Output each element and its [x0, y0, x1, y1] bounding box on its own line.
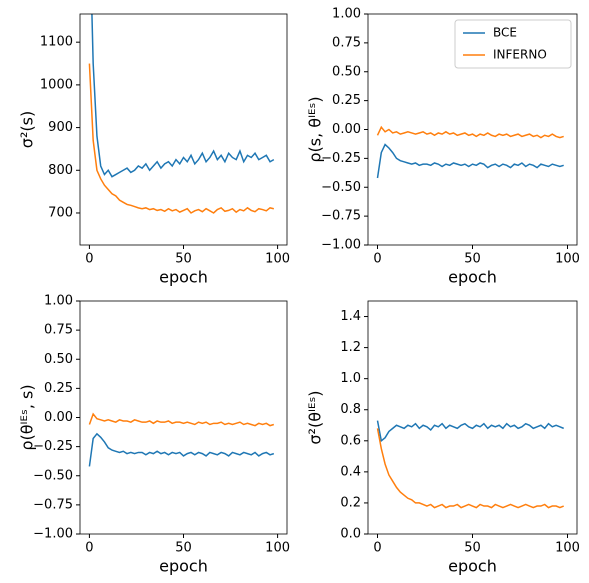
- y-tick-label: 1.00: [44, 294, 73, 309]
- y-axis-label: σ²(s): [18, 111, 37, 148]
- y-tick-label: 0.2: [340, 495, 361, 510]
- legend-label: BCE: [493, 26, 517, 40]
- y-axis-label: σ²(θᴵᴱˢ): [306, 390, 325, 444]
- series-line: [91, 14, 275, 178]
- x-axis-label: epoch: [159, 268, 208, 287]
- x-tick-label: 100: [265, 252, 290, 267]
- y-tick-label: −1.00: [33, 527, 73, 542]
- x-tick-label: 0: [85, 541, 93, 556]
- x-tick-label: 50: [464, 252, 481, 267]
- y-tick-label: 1.4: [340, 309, 361, 324]
- y-tick-label: 1.0: [340, 371, 361, 386]
- y-tick-label: 0.25: [44, 381, 73, 396]
- y-tick-label: 0.50: [44, 352, 73, 367]
- x-tick-label: 100: [555, 541, 580, 556]
- x-tick-label: 100: [555, 252, 580, 267]
- y-tick-label: 0.75: [44, 323, 73, 338]
- y-tick-label: 0.4: [340, 464, 361, 479]
- series-line: [88, 412, 275, 427]
- x-axis-label: epoch: [448, 268, 497, 287]
- y-tick-label: 0.50: [332, 64, 361, 79]
- x-axis-label: epoch: [448, 557, 497, 576]
- series-line: [88, 432, 275, 467]
- series-line: [376, 143, 564, 179]
- y-tick-label: 0.75: [332, 35, 361, 50]
- y-tick-label: −1.00: [321, 238, 361, 253]
- y-tick-label: 0.00: [44, 410, 73, 425]
- x-tick-label: 50: [175, 541, 192, 556]
- series-line: [376, 428, 564, 509]
- y-tick-label: 800: [48, 163, 73, 178]
- x-tick-label: 0: [373, 541, 381, 556]
- y-tick-label: 1.2: [340, 340, 361, 355]
- y-tick-label: −0.25: [321, 151, 361, 166]
- y-tick-label: −0.50: [321, 180, 361, 195]
- y-tick-label: −0.50: [33, 468, 73, 483]
- y-tick-label: 0.00: [332, 122, 361, 137]
- x-tick-label: 100: [265, 541, 290, 556]
- y-axis-label: ρ(s, θᴵᴱˢ): [306, 96, 325, 162]
- x-tick-label: 50: [175, 252, 192, 267]
- legend-box: [454, 19, 572, 69]
- y-tick-label: 0.6: [340, 433, 361, 448]
- series-line: [376, 125, 564, 139]
- y-tick-label: 1.00: [332, 7, 361, 22]
- x-tick-label: 50: [464, 541, 481, 556]
- y-tick-label: −0.75: [33, 497, 73, 512]
- y-tick-label: 0.0: [340, 527, 361, 542]
- y-tick-label: 1100: [40, 35, 73, 50]
- axes-frame: [367, 300, 578, 535]
- x-tick-label: 0: [85, 252, 93, 267]
- legend-label: INFERNO: [493, 48, 547, 62]
- x-axis-label: epoch: [159, 557, 208, 576]
- x-tick-label: 0: [373, 252, 381, 267]
- y-tick-label: −0.75: [321, 209, 361, 224]
- y-tick-label: 700: [48, 205, 73, 220]
- y-tick-label: −0.25: [33, 439, 73, 454]
- y-axis-label: ρ(θᴵᴱˢ, s): [18, 384, 37, 450]
- y-tick-label: 1000: [40, 77, 73, 92]
- y-tick-label: 900: [48, 120, 73, 135]
- axes-frame: [79, 300, 288, 535]
- series-line: [88, 63, 274, 214]
- series-line: [376, 420, 564, 443]
- y-tick-label: 0.8: [340, 402, 361, 417]
- y-tick-label: 0.25: [332, 93, 361, 108]
